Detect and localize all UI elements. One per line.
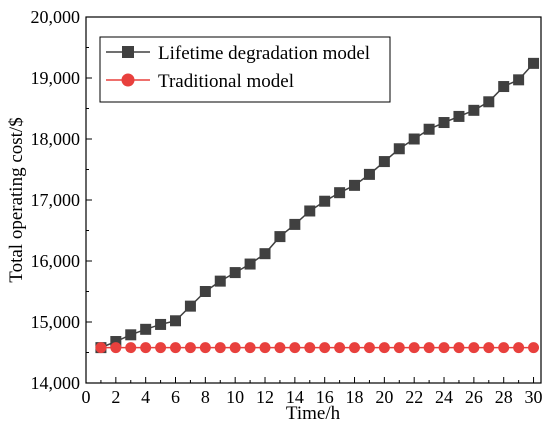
y-tick-label: 16,000 bbox=[31, 251, 81, 271]
lifetime-data-point bbox=[199, 286, 211, 297]
x-tick-label: 18 bbox=[346, 387, 364, 407]
traditional-data-point bbox=[349, 342, 361, 354]
y-tick-label: 18,000 bbox=[31, 129, 81, 149]
traditional-data-point bbox=[199, 342, 211, 354]
lifetime-data-point bbox=[513, 74, 525, 86]
traditional-data-point bbox=[319, 342, 331, 354]
lifetime-data-point bbox=[155, 318, 167, 330]
lifetime-data-point bbox=[184, 300, 196, 312]
x-tick-label: 14 bbox=[286, 387, 304, 407]
traditional-data-point bbox=[378, 342, 390, 354]
traditional-data-point bbox=[259, 342, 271, 354]
y-tick-label: 14,000 bbox=[31, 373, 81, 393]
traditional-data-point bbox=[334, 342, 346, 354]
traditional-data-point bbox=[438, 342, 450, 354]
y-tick-label: 17,000 bbox=[31, 190, 81, 210]
traditional-data-point bbox=[214, 342, 226, 354]
traditional-data-point bbox=[408, 342, 420, 354]
x-tick-label: 8 bbox=[201, 387, 210, 407]
traditional-data-point bbox=[125, 342, 137, 354]
lifetime-data-point bbox=[110, 336, 122, 348]
traditional-data-point bbox=[184, 342, 196, 354]
x-tick-label: 10 bbox=[226, 387, 244, 407]
x-tick-label: 4 bbox=[141, 387, 150, 407]
legend-frame bbox=[99, 36, 391, 103]
lifetime-data-point bbox=[363, 168, 375, 180]
series-layer bbox=[95, 57, 540, 354]
legend-label-lifetime: Lifetime degradation model bbox=[158, 43, 370, 64]
traditional-data-point bbox=[229, 342, 241, 354]
x-tick-label: 2 bbox=[111, 387, 120, 407]
x-tick-label: 28 bbox=[495, 387, 513, 407]
lifetime-data-point bbox=[170, 315, 182, 327]
legend-marker-traditional bbox=[121, 73, 135, 87]
traditional-data-point bbox=[453, 342, 465, 354]
x-tick-label: 20 bbox=[375, 387, 393, 407]
lifetime-data-point bbox=[468, 104, 480, 116]
lifetime-data-point bbox=[453, 110, 465, 122]
y-tick-label: 15,000 bbox=[31, 312, 81, 332]
y-tick-label: 19,000 bbox=[31, 68, 81, 88]
traditional-data-point bbox=[393, 342, 405, 354]
x-tick-label: 30 bbox=[525, 387, 543, 407]
traditional-data-point bbox=[528, 342, 540, 354]
x-tick-label: 16 bbox=[316, 387, 334, 407]
traditional-data-point bbox=[244, 342, 256, 354]
traditional-data-point bbox=[513, 342, 525, 354]
traditional-data-point bbox=[170, 342, 182, 354]
x-tick-label: 24 bbox=[435, 387, 453, 407]
legend-marker-lifetime bbox=[122, 46, 134, 58]
y-axis-title: Total operating cost/$ bbox=[6, 117, 27, 282]
lifetime-data-point bbox=[125, 329, 137, 341]
traditional-data-point bbox=[155, 342, 167, 354]
legend-label-traditional: Traditional model bbox=[158, 71, 294, 92]
lifetime-data-point bbox=[423, 123, 435, 135]
legend: Lifetime degradation model Traditional m… bbox=[99, 36, 391, 103]
lifetime-data-point bbox=[334, 187, 346, 199]
lifetime-data-point bbox=[438, 117, 450, 129]
traditional-data-point bbox=[423, 342, 435, 354]
lifetime-data-point bbox=[214, 275, 226, 287]
y-tick-label: 20,000 bbox=[31, 7, 81, 27]
lifetime-data-point bbox=[229, 267, 241, 279]
x-tick-label: 6 bbox=[171, 387, 180, 407]
x-tick-label: 26 bbox=[465, 387, 483, 407]
x-axis-ticks: 0 2 4 6 8 10 12 14 16 18 20 22 24 26 28 30 bbox=[82, 377, 543, 407]
x-tick-label: 22 bbox=[405, 387, 423, 407]
lifetime-data-point bbox=[140, 323, 152, 335]
traditional-data-point bbox=[289, 342, 301, 354]
traditional-data-point bbox=[140, 342, 152, 354]
x-tick-label: 12 bbox=[256, 387, 274, 407]
traditional-data-point bbox=[274, 342, 286, 354]
lifetime-data-point bbox=[259, 248, 271, 260]
lifetime-data-point bbox=[289, 218, 301, 230]
traditional-data-point bbox=[483, 342, 495, 354]
lifetime-data-point bbox=[304, 205, 316, 217]
y-axis-ticks: 14,000 15,000 16,000 17,000 18,000 19,000 20,0… bbox=[31, 7, 92, 393]
lifetime-data-point bbox=[498, 81, 510, 93]
traditional-data-point bbox=[304, 342, 316, 354]
x-axis-title: Time/h bbox=[286, 403, 341, 424]
lifetime-data-point bbox=[274, 231, 286, 243]
lifetime-data-point bbox=[319, 195, 331, 207]
traditional-data-point bbox=[468, 342, 480, 354]
lifetime-data-point bbox=[378, 156, 390, 168]
x-tick-label: 0 bbox=[82, 387, 91, 407]
lifetime-data-point bbox=[528, 57, 540, 69]
lifetime-data-point bbox=[393, 143, 405, 155]
traditional-data-point bbox=[95, 342, 107, 354]
lifetime-data-point bbox=[244, 258, 256, 270]
traditional-data-point bbox=[110, 342, 122, 354]
lifetime-data-point bbox=[408, 133, 420, 145]
traditional-data-point bbox=[498, 342, 510, 354]
lifetime-data-point bbox=[483, 96, 495, 108]
traditional-data-point bbox=[363, 342, 375, 354]
lifetime-data-point bbox=[349, 179, 361, 191]
